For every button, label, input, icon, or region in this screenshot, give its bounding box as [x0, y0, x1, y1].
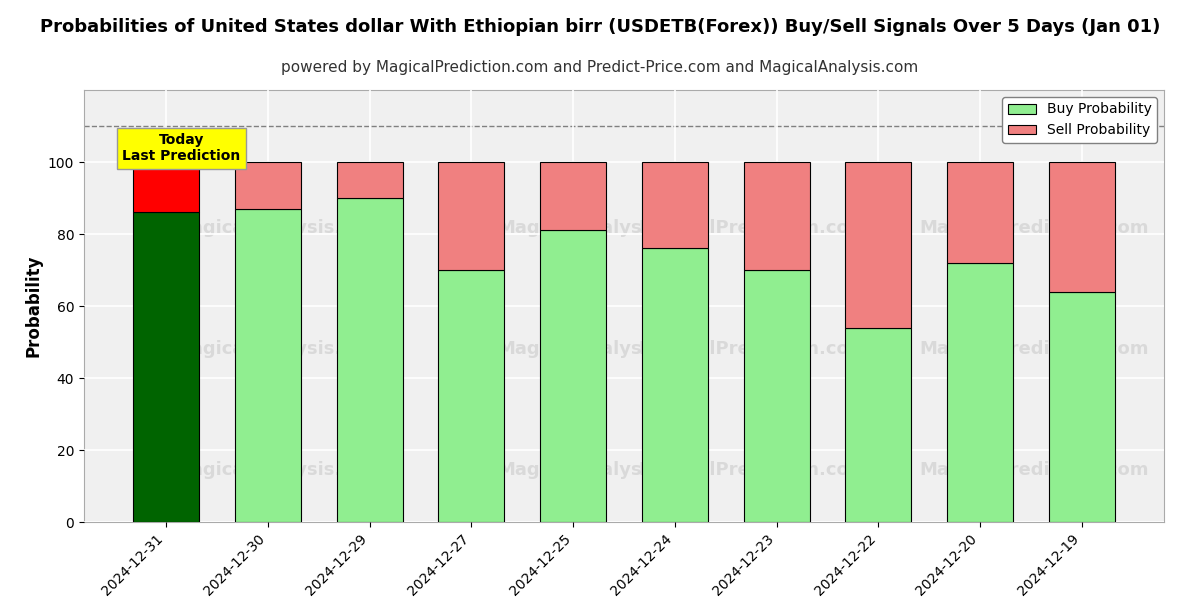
Bar — [133, 212, 199, 522]
Bar — [744, 162, 810, 270]
Bar — [947, 263, 1013, 522]
Text: MagicalPrediction.com: MagicalPrediction.com — [919, 461, 1150, 479]
Text: MagicalAnalysis.com: MagicalAnalysis.com — [498, 219, 707, 237]
Bar — [133, 162, 199, 212]
Text: MagicalPrediction.com: MagicalPrediction.com — [638, 340, 869, 358]
Text: Today
Last Prediction: Today Last Prediction — [122, 133, 240, 163]
Bar — [845, 162, 912, 328]
Bar — [1049, 292, 1115, 522]
Text: MagicalPrediction.com: MagicalPrediction.com — [919, 219, 1150, 237]
Y-axis label: Probability: Probability — [24, 255, 42, 357]
Bar — [947, 162, 1013, 263]
Bar — [235, 162, 301, 209]
Bar — [438, 162, 504, 270]
Text: Probabilities of United States dollar With Ethiopian birr (USDETB(Forex)) Buy/Se: Probabilities of United States dollar Wi… — [40, 18, 1160, 36]
Text: MagicalAnalysis.com: MagicalAnalysis.com — [498, 461, 707, 479]
Bar — [235, 209, 301, 522]
Bar — [540, 162, 606, 230]
Bar — [642, 162, 708, 248]
Bar — [438, 270, 504, 522]
Text: MagicalPrediction.com: MagicalPrediction.com — [638, 219, 869, 237]
Bar — [336, 162, 403, 198]
Bar — [744, 270, 810, 522]
Text: MagicalPrediction.com: MagicalPrediction.com — [919, 340, 1150, 358]
Bar — [642, 248, 708, 522]
Legend: Buy Probability, Sell Probability: Buy Probability, Sell Probability — [1002, 97, 1157, 143]
Text: MagicalAnalysis.com: MagicalAnalysis.com — [174, 219, 383, 237]
Text: powered by MagicalPrediction.com and Predict-Price.com and MagicalAnalysis.com: powered by MagicalPrediction.com and Pre… — [281, 60, 919, 75]
Text: MagicalPrediction.com: MagicalPrediction.com — [638, 461, 869, 479]
Text: MagicalAnalysis.com: MagicalAnalysis.com — [174, 340, 383, 358]
Text: MagicalAnalysis.com: MagicalAnalysis.com — [174, 461, 383, 479]
Bar — [540, 230, 606, 522]
Bar — [845, 328, 912, 522]
Text: MagicalAnalysis.com: MagicalAnalysis.com — [498, 340, 707, 358]
Bar — [1049, 162, 1115, 292]
Bar — [336, 198, 403, 522]
